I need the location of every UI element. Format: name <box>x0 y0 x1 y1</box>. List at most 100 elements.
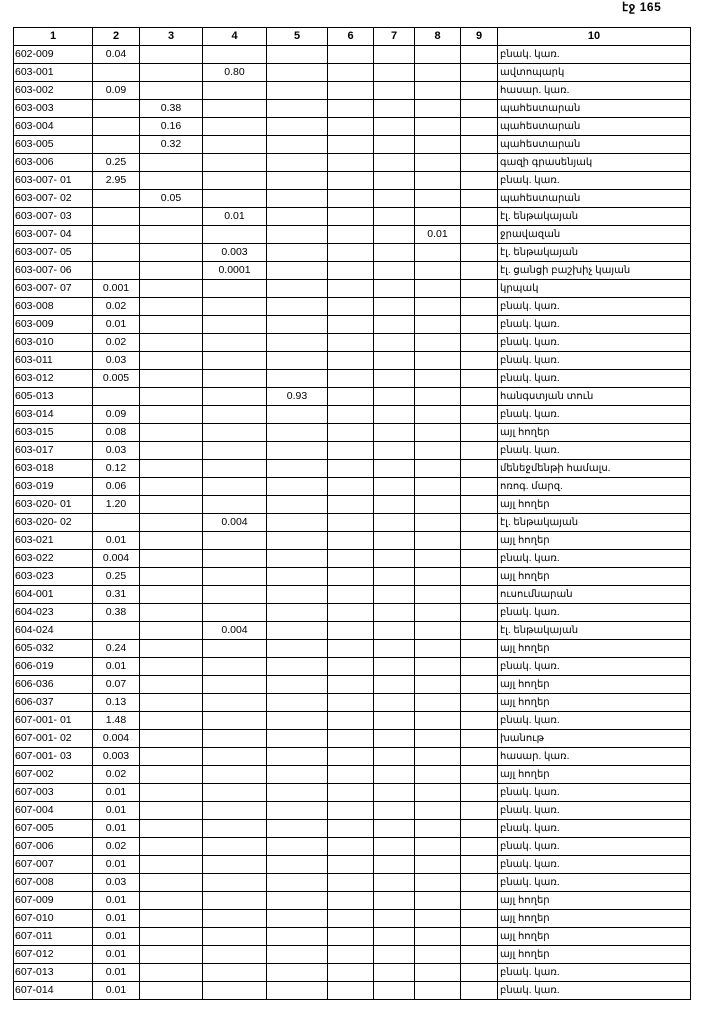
area-cell-col6 <box>327 387 374 406</box>
area-cell-col7 <box>373 207 415 226</box>
table-row: 603-007- 05 0.003 էլ. ենթակայան <box>13 243 691 262</box>
area-cell-col3 <box>139 315 203 334</box>
table-row: 603-019 0.06 ոռոգ. մարզ. <box>13 477 691 496</box>
land-use-cell: բնակ. կառ. <box>497 315 691 334</box>
area-cell-col4 <box>202 981 267 1000</box>
area-cell-col2: 0.02 <box>92 333 140 352</box>
area-cell-col7 <box>373 873 415 892</box>
area-cell-col9 <box>460 693 498 712</box>
area-cell-col6 <box>327 729 374 748</box>
parcel-code-cell: 607-002 <box>13 765 93 784</box>
table-row: 603-010 0.02 բնակ. կառ. <box>13 333 691 352</box>
parcel-code-cell: 607-009 <box>13 891 93 910</box>
area-cell-col2 <box>92 387 140 406</box>
area-cell-col5 <box>266 585 328 604</box>
area-cell-col3 <box>139 891 203 910</box>
area-cell-col8 <box>414 747 461 766</box>
area-cell-col8 <box>414 945 461 964</box>
area-cell-col9 <box>460 45 498 64</box>
table-row: 607-006 0.02 բնակ. կառ. <box>13 837 691 856</box>
parcel-code-cell: 603-007- 05 <box>13 243 93 262</box>
area-cell-col8 <box>414 423 461 442</box>
area-cell-col9 <box>460 819 498 838</box>
area-cell-col6 <box>327 405 374 424</box>
area-cell-col8 <box>414 351 461 370</box>
area-cell-col7 <box>373 765 415 784</box>
area-cell-col8 <box>414 63 461 82</box>
area-cell-col3: 0.16 <box>139 117 203 136</box>
land-use-cell: ջրավազան <box>497 225 691 244</box>
area-cell-col5 <box>266 855 328 874</box>
area-cell-col6 <box>327 783 374 802</box>
area-cell-col6 <box>327 945 374 964</box>
area-cell-col4 <box>202 495 267 514</box>
area-cell-col2: 0.06 <box>92 477 140 496</box>
area-cell-col4 <box>202 153 267 172</box>
area-cell-col7 <box>373 513 415 532</box>
table-row: 607-009 0.01 այլ հողեր <box>13 891 691 910</box>
page-number: էջ 165 <box>622 0 662 14</box>
area-cell-col6 <box>327 261 374 280</box>
area-cell-col9 <box>460 657 498 676</box>
area-cell-col9 <box>460 459 498 478</box>
area-cell-col4 <box>202 279 267 298</box>
area-cell-col7 <box>373 783 415 802</box>
area-cell-col5 <box>266 513 328 532</box>
area-cell-col9 <box>460 585 498 604</box>
area-cell-col8 <box>414 639 461 658</box>
area-cell-col4 <box>202 459 267 478</box>
area-cell-col7 <box>373 117 415 136</box>
area-cell-col5 <box>266 765 328 784</box>
parcel-code-cell: 607-001- 01 <box>13 711 93 730</box>
parcel-code-cell: 607-014 <box>13 981 93 1000</box>
land-use-cell: այլ հողեր <box>497 945 691 964</box>
area-cell-col5 <box>266 99 328 118</box>
area-cell-col7 <box>373 297 415 316</box>
area-cell-col3 <box>139 405 203 424</box>
area-cell-col9 <box>460 783 498 802</box>
parcel-code-cell: 607-013 <box>13 963 93 982</box>
area-cell-col7 <box>373 45 415 64</box>
area-cell-col8 <box>414 315 461 334</box>
area-cell-col4 <box>202 531 267 550</box>
area-cell-col2 <box>92 63 140 82</box>
area-cell-col6 <box>327 117 374 136</box>
column-header-1: 1 <box>13 27 93 46</box>
land-use-cell: էլ. ենթակայան <box>497 513 691 532</box>
area-cell-col9 <box>460 189 498 208</box>
parcel-code-cell: 603-023 <box>13 567 93 586</box>
area-cell-col3 <box>139 279 203 298</box>
land-use-cell: բնակ. կառ. <box>497 171 691 190</box>
area-cell-col4 <box>202 855 267 874</box>
area-cell-col5 <box>266 801 328 820</box>
area-cell-col2: 0.01 <box>92 855 140 874</box>
table-row: 603-014 0.09 բնակ. կառ. <box>13 405 691 424</box>
land-use-cell: բնակ. կառ. <box>497 657 691 676</box>
area-cell-col4 <box>202 585 267 604</box>
area-cell-col3 <box>139 585 203 604</box>
land-use-cell: այլ հողեր <box>497 639 691 658</box>
area-cell-col9 <box>460 909 498 928</box>
area-cell-col6 <box>327 549 374 568</box>
table-row: 603-021 0.01 այլ հողեր <box>13 531 691 550</box>
area-cell-col5 <box>266 279 328 298</box>
area-cell-col3 <box>139 387 203 406</box>
table-row: 607-001- 02 0.004 խանութ <box>13 729 691 748</box>
area-cell-col3 <box>139 297 203 316</box>
area-cell-col8 <box>414 729 461 748</box>
land-use-cell: կրպակ <box>497 279 691 298</box>
area-cell-col2: 0.01 <box>92 657 140 676</box>
area-cell-col5 <box>266 351 328 370</box>
table-row: 606-019 0.01 բնակ. կառ. <box>13 657 691 676</box>
area-cell-col8 <box>414 297 461 316</box>
parcel-code-cell: 603-020- 02 <box>13 513 93 532</box>
table-row: 603-012 0.005 բնակ. կառ. <box>13 369 691 388</box>
column-header-5: 5 <box>266 27 328 46</box>
area-cell-col3 <box>139 801 203 820</box>
area-cell-col2: 0.13 <box>92 693 140 712</box>
area-cell-col8 <box>414 369 461 388</box>
table-header-row: 1 2 3 4 5 6 7 8 9 10 <box>13 27 691 46</box>
area-cell-col4 <box>202 45 267 64</box>
area-cell-col9 <box>460 297 498 316</box>
parcel-code-cell: 607-012 <box>13 945 93 964</box>
